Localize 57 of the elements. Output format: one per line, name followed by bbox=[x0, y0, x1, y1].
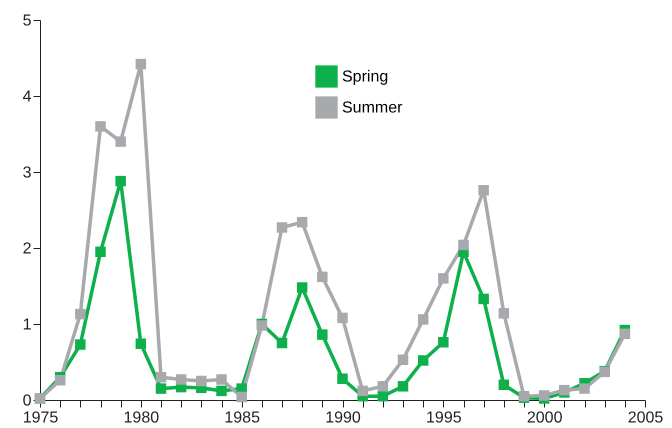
point bbox=[559, 384, 570, 396]
point bbox=[438, 273, 449, 284]
x-tick-label: 2000 bbox=[526, 410, 563, 426]
point bbox=[317, 329, 328, 340]
point bbox=[296, 282, 308, 293]
y-tick-label: 0 bbox=[22, 392, 32, 410]
legend-label: Spring bbox=[342, 68, 388, 86]
point bbox=[276, 338, 288, 348]
point bbox=[136, 58, 146, 70]
point bbox=[478, 294, 489, 304]
point bbox=[95, 246, 106, 258]
x-tick-label: 1990 bbox=[325, 410, 361, 426]
point bbox=[337, 312, 348, 324]
x-tick-label: 2005 bbox=[628, 410, 664, 426]
point bbox=[196, 376, 207, 386]
point bbox=[418, 314, 428, 325]
point bbox=[398, 381, 408, 392]
point bbox=[478, 184, 489, 196]
point bbox=[216, 386, 227, 396]
point bbox=[75, 308, 86, 320]
x-tick-label: 1980 bbox=[124, 410, 160, 426]
point bbox=[136, 338, 146, 350]
point bbox=[216, 374, 227, 385]
point bbox=[236, 392, 247, 402]
legend-label: Summer bbox=[342, 100, 404, 116]
point bbox=[418, 355, 428, 366]
point bbox=[579, 383, 590, 394]
y-tick-label: 2 bbox=[22, 240, 32, 258]
point bbox=[398, 354, 408, 365]
point bbox=[357, 386, 368, 396]
y-tick-label: 5 bbox=[22, 12, 32, 30]
point bbox=[498, 308, 510, 319]
x-tick-label: 1985 bbox=[224, 410, 260, 426]
point bbox=[115, 176, 126, 186]
y-tick-label: 1 bbox=[22, 316, 32, 334]
point bbox=[538, 390, 550, 401]
point bbox=[620, 328, 630, 340]
point bbox=[337, 373, 348, 384]
x-tick-label: 1995 bbox=[426, 410, 462, 426]
point bbox=[317, 272, 328, 282]
y-tick-label: 4 bbox=[22, 88, 32, 106]
point bbox=[95, 121, 106, 132]
point bbox=[378, 381, 388, 392]
x-tick-label: 1975 bbox=[22, 410, 58, 426]
point bbox=[438, 336, 449, 348]
point bbox=[276, 222, 288, 233]
y-tick-label: 3 bbox=[22, 164, 32, 182]
point bbox=[54, 374, 66, 386]
point bbox=[115, 136, 126, 147]
point bbox=[156, 383, 166, 394]
point bbox=[458, 240, 469, 250]
point bbox=[156, 372, 166, 382]
point bbox=[498, 380, 510, 390]
point bbox=[296, 216, 308, 228]
point bbox=[75, 339, 86, 350]
point bbox=[176, 374, 186, 385]
point bbox=[378, 390, 388, 402]
